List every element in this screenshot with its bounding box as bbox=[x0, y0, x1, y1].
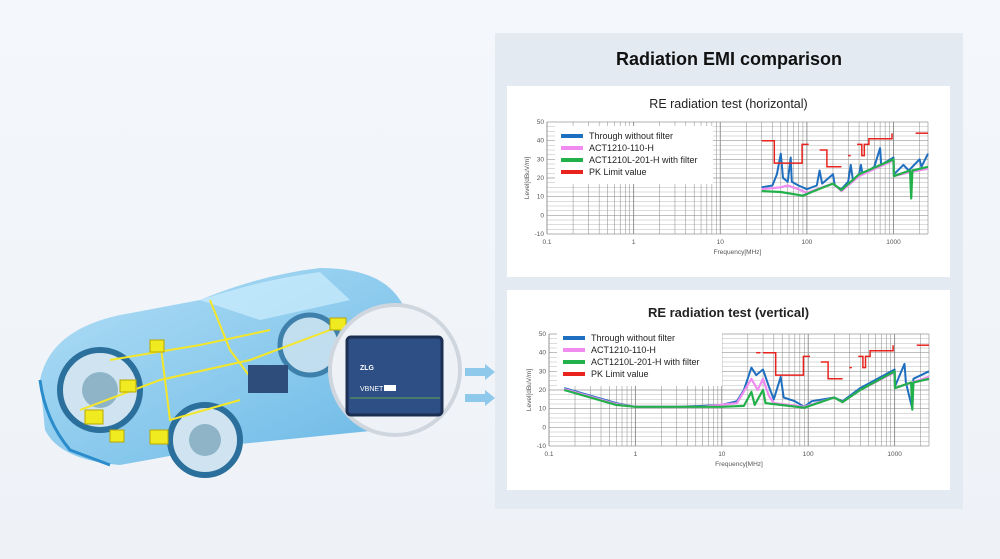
emi-comparison-panel: Radiation EMI comparison -10 0 10 20 30 40 50 0… bbox=[495, 33, 963, 509]
y-tick-label: 0 bbox=[540, 212, 544, 219]
y-tick-label: -10 bbox=[535, 231, 545, 238]
y-tick-label: 50 bbox=[539, 331, 547, 338]
legend-label: ACT1210-110-H bbox=[591, 345, 656, 355]
chart-title: RE radiation test (vertical) bbox=[647, 305, 810, 320]
y-tick-label: -10 bbox=[537, 443, 547, 450]
y-tick-label: 10 bbox=[539, 406, 547, 413]
y-tick-label: 30 bbox=[539, 368, 547, 375]
series-limit bbox=[858, 345, 894, 369]
y-tick-label: 20 bbox=[537, 175, 545, 182]
chart-vertical: -10 0 10 20 30 40 50 0.1 1 10 100 1000 Frequency[MHz… bbox=[507, 290, 950, 490]
device-zoom: ZLG VBNET bbox=[345, 335, 444, 417]
series-limit bbox=[820, 361, 843, 380]
ecu-modules bbox=[84, 317, 347, 445]
x-tick-label: 100 bbox=[801, 239, 812, 246]
y-tick-label: 10 bbox=[537, 194, 545, 201]
car-body bbox=[38, 268, 425, 467]
car-illustration: ZLG VBNET bbox=[38, 268, 495, 478]
device-brand: ZLG bbox=[360, 365, 375, 372]
x-tick-label: 1000 bbox=[887, 451, 902, 458]
chart-title: RE radiation test (horizontal) bbox=[649, 97, 808, 111]
panel-title: Radiation EMI comparison bbox=[615, 49, 843, 69]
device-product: VBNET bbox=[360, 386, 384, 393]
x-tick-label: 0.1 bbox=[544, 451, 553, 458]
x-axis-label: Frequency[MHz] bbox=[714, 249, 762, 256]
x-tick-label: 100 bbox=[803, 451, 814, 458]
arrows-icon bbox=[465, 364, 495, 406]
legend-label: Through without filter bbox=[591, 333, 675, 343]
chart-vertical-svg: -10 0 10 20 30 40 50 0.1 1 10 100 1000 Frequency[MHz… bbox=[526, 328, 930, 468]
x-tick-label: 10 bbox=[717, 239, 725, 246]
legend-label: ACT1210L-201-H with filter bbox=[589, 155, 698, 165]
legend-label: PK Limit value bbox=[591, 369, 649, 379]
series-limit bbox=[763, 351, 810, 376]
x-tick-label: 0.1 bbox=[542, 239, 551, 246]
series-act201 bbox=[761, 158, 929, 200]
chart-horizontal: -10 0 10 20 30 40 50 0.1 1 10 100 1000 Frequency[MHz… bbox=[507, 86, 950, 277]
x-tick-label: 1 bbox=[632, 239, 636, 246]
y-tick-label: 20 bbox=[539, 387, 547, 394]
y-axis-label: Level[dBuV/m] bbox=[524, 157, 531, 199]
x-tick-label: 10 bbox=[718, 451, 726, 458]
legend-label: Through without filter bbox=[589, 131, 673, 141]
x-tick-label: 1000 bbox=[886, 239, 901, 246]
y-axis-label: Level[dBuV/m] bbox=[526, 369, 533, 411]
y-tick-label: 50 bbox=[537, 119, 545, 126]
x-axis-label: Frequency[MHz] bbox=[715, 461, 763, 468]
series-limit bbox=[857, 133, 893, 157]
series-act201 bbox=[563, 370, 930, 411]
legend-label: ACT1210-110-H bbox=[589, 143, 654, 153]
y-tick-label: 40 bbox=[537, 138, 545, 145]
x-tick-label: 1 bbox=[634, 451, 638, 458]
series-limit bbox=[761, 139, 809, 164]
series-limit bbox=[819, 149, 842, 168]
y-tick-label: 40 bbox=[539, 350, 547, 357]
y-tick-label: 30 bbox=[537, 156, 545, 163]
chart-horizontal-svg: -10 0 10 20 30 40 50 0.1 1 10 100 1000 Frequency[MHz… bbox=[524, 119, 929, 256]
legend-label: PK Limit value bbox=[589, 167, 647, 177]
legend-label: ACT1210L-201-H with filter bbox=[591, 357, 700, 367]
device-in-car bbox=[248, 365, 288, 393]
y-tick-label: 0 bbox=[542, 424, 546, 431]
